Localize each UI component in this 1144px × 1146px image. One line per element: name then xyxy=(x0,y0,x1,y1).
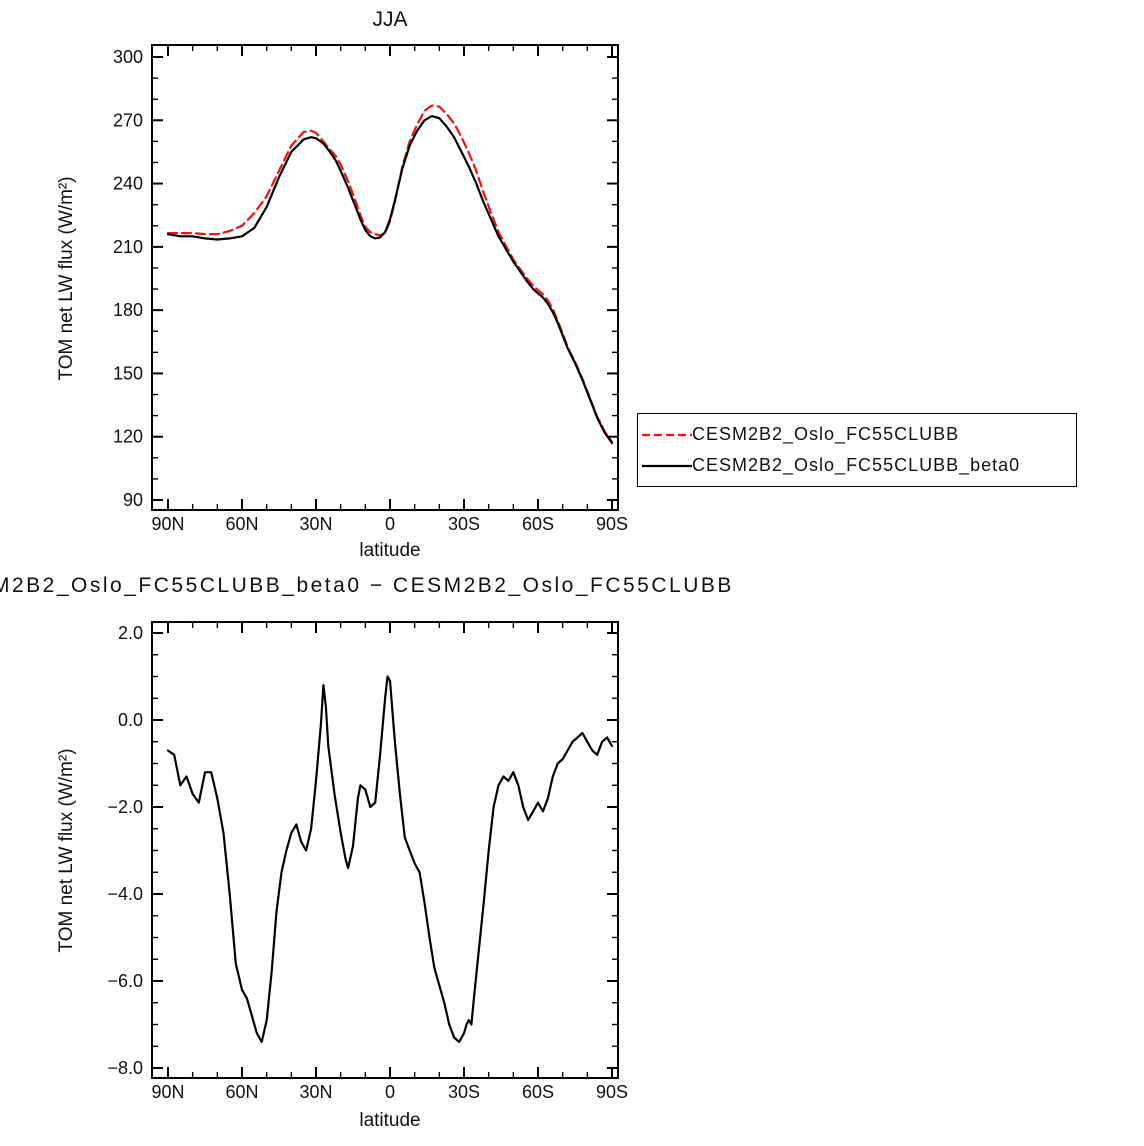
svg-text:latitude: latitude xyxy=(359,1110,420,1131)
svg-text:90N: 90N xyxy=(151,1082,184,1102)
svg-text:60S: 60S xyxy=(522,1082,554,1102)
svg-text:60N: 60N xyxy=(225,514,258,534)
svg-text:−6.0: −6.0 xyxy=(107,971,143,991)
svg-text:30S: 30S xyxy=(448,1082,480,1102)
svg-text:TOM net LW flux (W/m²): TOM net LW flux (W/m²) xyxy=(56,748,77,952)
black-solid-line-sample xyxy=(642,464,692,467)
svg-text:30N: 30N xyxy=(299,514,332,534)
svg-text:−2.0: −2.0 xyxy=(107,797,143,817)
svg-text:240: 240 xyxy=(113,174,143,194)
legend-label-black: CESM2B2_Oslo_FC55CLUBB_beta0 xyxy=(692,455,1021,475)
svg-text:2.0: 2.0 xyxy=(118,623,143,643)
svg-text:90: 90 xyxy=(123,490,143,510)
svg-text:300: 300 xyxy=(113,47,143,67)
svg-text:270: 270 xyxy=(113,110,143,130)
svg-text:JJA: JJA xyxy=(372,8,407,31)
svg-text:30S: 30S xyxy=(448,514,480,534)
svg-text:90N: 90N xyxy=(151,514,184,534)
svg-text:60S: 60S xyxy=(522,514,554,534)
svg-text:30N: 30N xyxy=(299,1082,332,1102)
svg-text:latitude: latitude xyxy=(359,540,420,561)
svg-text:M2B2_Oslo_FC55CLUBB_beta0 −: M2B2_Oslo_FC55CLUBB_beta0 − CESM2B2_Oslo… xyxy=(0,574,734,597)
svg-text:120: 120 xyxy=(113,427,143,447)
legend-row-black: CESM2B2_Oslo_FC55CLUBB_beta0 xyxy=(642,455,1072,476)
legend-row-red: CESM2B2_Oslo_FC55CLUBB xyxy=(642,424,1072,445)
svg-text:150: 150 xyxy=(113,363,143,383)
svg-text:TOM net LW flux (W/m²): TOM net LW flux (W/m²) xyxy=(56,176,77,380)
svg-text:0: 0 xyxy=(385,1082,395,1102)
svg-text:0: 0 xyxy=(385,514,395,534)
svg-text:0.0: 0.0 xyxy=(118,710,143,730)
svg-text:60N: 60N xyxy=(225,1082,258,1102)
svg-text:180: 180 xyxy=(113,300,143,320)
legend-label-red: CESM2B2_Oslo_FC55CLUBB xyxy=(692,424,960,444)
svg-text:90S: 90S xyxy=(596,514,628,534)
svg-text:−8.0: −8.0 xyxy=(107,1058,143,1078)
red-dashed-line-sample xyxy=(642,433,692,436)
svg-text:210: 210 xyxy=(113,237,143,257)
legend-box: CESM2B2_Oslo_FC55CLUBB CESM2B2_Oslo_FC55… xyxy=(637,413,1077,487)
svg-text:90S: 90S xyxy=(596,1082,628,1102)
svg-text:−4.0: −4.0 xyxy=(107,884,143,904)
